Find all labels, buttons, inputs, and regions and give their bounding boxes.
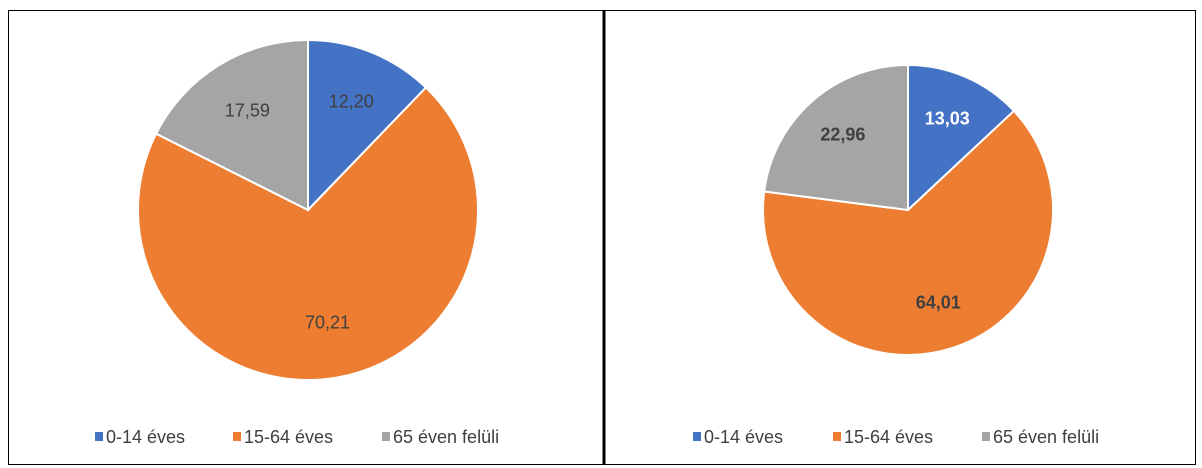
frame (8, 10, 1196, 465)
pie-slice (763, 63, 909, 212)
legend-swatch (95, 432, 103, 441)
legend-label: 0-14 éves (704, 427, 783, 447)
legend-swatch (833, 432, 841, 441)
data-label: 64,01 (916, 293, 961, 313)
pie-slice (307, 38, 428, 213)
legend-label: 65 éven felüli (993, 427, 1099, 447)
legend-swatch (982, 432, 990, 441)
pie-slice (907, 63, 1016, 213)
data-label: 13,03 (925, 108, 970, 128)
legend-swatch (233, 432, 241, 441)
pie-slice (137, 86, 479, 381)
data-label: 17,59 (225, 100, 270, 120)
pie-slice (154, 38, 309, 212)
data-label: 12,20 (329, 92, 374, 112)
legend-label: 15-64 éves (844, 427, 933, 447)
legend-label: 0-14 éves (106, 427, 185, 447)
data-label: 70,21 (305, 313, 350, 333)
legend-label: 65 éven felüli (393, 427, 499, 447)
legend-label: 15-64 éves (244, 427, 333, 447)
legend-swatch (693, 432, 701, 441)
data-label: 22,96 (820, 125, 865, 145)
legend-swatch (382, 432, 390, 441)
pie-slice (762, 109, 1054, 356)
